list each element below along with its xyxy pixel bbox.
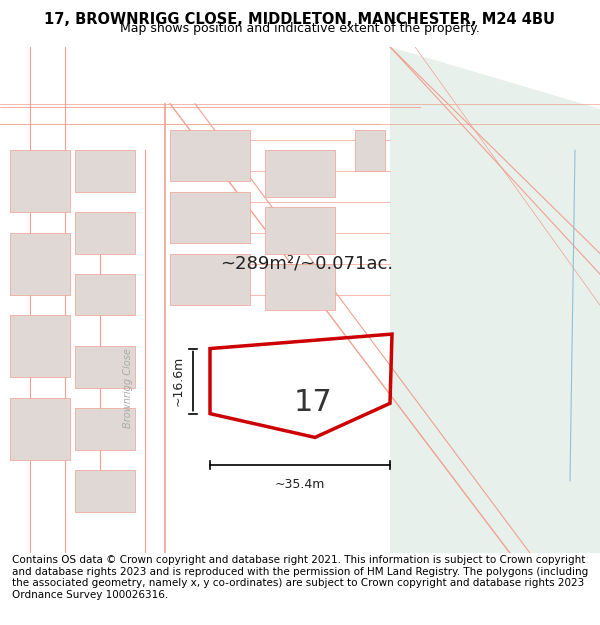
FancyBboxPatch shape (75, 409, 135, 450)
Text: Brownrigg Close: Brownrigg Close (123, 348, 133, 428)
Text: 17: 17 (294, 388, 333, 418)
Polygon shape (390, 47, 600, 553)
Text: Contains OS data © Crown copyright and database right 2021. This information is : Contains OS data © Crown copyright and d… (12, 555, 588, 600)
FancyBboxPatch shape (170, 254, 250, 305)
FancyBboxPatch shape (265, 207, 335, 254)
FancyBboxPatch shape (355, 129, 385, 171)
FancyBboxPatch shape (75, 150, 135, 191)
FancyBboxPatch shape (75, 274, 135, 316)
Text: ~16.6m: ~16.6m (172, 356, 185, 406)
FancyBboxPatch shape (10, 398, 70, 460)
FancyBboxPatch shape (10, 150, 70, 212)
FancyBboxPatch shape (75, 471, 135, 512)
FancyBboxPatch shape (10, 233, 70, 295)
FancyBboxPatch shape (170, 191, 250, 243)
Text: 17, BROWNRIGG CLOSE, MIDDLETON, MANCHESTER, M24 4BU: 17, BROWNRIGG CLOSE, MIDDLETON, MANCHEST… (44, 12, 556, 27)
FancyBboxPatch shape (265, 264, 335, 311)
Text: ~35.4m: ~35.4m (275, 478, 325, 491)
FancyBboxPatch shape (75, 346, 135, 388)
Text: Map shows position and indicative extent of the property.: Map shows position and indicative extent… (120, 22, 480, 35)
Text: ~289m²/~0.071ac.: ~289m²/~0.071ac. (220, 255, 393, 273)
FancyBboxPatch shape (265, 150, 335, 197)
FancyBboxPatch shape (170, 129, 250, 181)
FancyBboxPatch shape (75, 212, 135, 254)
FancyBboxPatch shape (10, 316, 70, 378)
